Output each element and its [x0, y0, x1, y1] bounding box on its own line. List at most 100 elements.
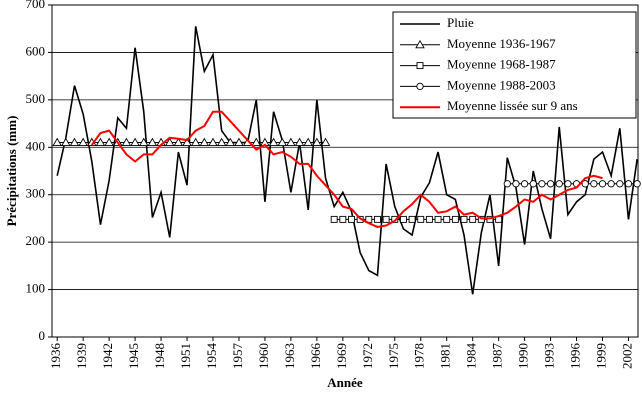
marker [268, 137, 279, 146]
marker [286, 137, 296, 146]
series-line [91, 110, 603, 229]
x-tick-label: 1996 [568, 343, 583, 370]
x-tick-label: 1978 [412, 343, 427, 369]
marker [95, 137, 106, 146]
x-tick-label: 1951 [178, 343, 193, 369]
x-tick-label: 1966 [308, 343, 323, 370]
x-tick-label: 1954 [204, 343, 219, 370]
marker [624, 180, 633, 188]
marker [408, 215, 416, 223]
plot-frame [51, 4, 639, 338]
marker [225, 137, 236, 146]
marker [415, 39, 425, 49]
marker [564, 180, 572, 188]
y-axis-title: Précipitations (mm) [4, 116, 19, 227]
marker [138, 137, 149, 146]
marker [312, 137, 322, 146]
legend: Pluie Moyenne 1936-1967 Moyenne 1968-1987 M… [392, 11, 637, 119]
x-tick-label: 1945 [126, 343, 141, 369]
marker [216, 137, 227, 146]
legend-box [392, 11, 637, 119]
y-tick-label: 0 [39, 328, 46, 343]
x-tick-label: 1999 [593, 343, 608, 369]
marker [416, 62, 424, 70]
x-tick-label: 1942 [100, 343, 115, 369]
x-tick-label: 1984 [464, 343, 479, 370]
marker [451, 215, 459, 223]
marker [294, 137, 305, 146]
marker [104, 137, 114, 146]
marker [303, 137, 313, 146]
marker [348, 215, 355, 223]
marker [460, 215, 468, 223]
x-axis-title: Année [327, 375, 363, 390]
x-tick-label: 1969 [334, 343, 349, 369]
x-tick-label: 1963 [282, 343, 297, 369]
x-tick-label: 1957 [230, 343, 245, 370]
marker [173, 137, 184, 146]
y-tick-label: 100 [26, 281, 46, 296]
marker [555, 180, 563, 188]
marker [434, 215, 442, 223]
marker [520, 180, 529, 188]
marker [78, 137, 88, 146]
marker [190, 137, 201, 146]
x-tick-label: 1990 [516, 343, 531, 369]
marker [503, 180, 511, 188]
marker [69, 137, 80, 146]
y-tick-label: 600 [26, 43, 46, 58]
x-tick-label: 1975 [386, 343, 401, 369]
marker [633, 180, 641, 188]
marker [416, 82, 424, 91]
marker [208, 137, 218, 146]
marker [330, 215, 338, 223]
y-tick-label: 500 [26, 91, 46, 106]
x-tick-label: 1981 [438, 343, 453, 369]
marker [581, 180, 589, 188]
marker [546, 180, 555, 188]
marker [52, 137, 62, 146]
legend-label: Pluie [447, 15, 474, 30]
marker [61, 137, 71, 146]
marker [382, 215, 390, 223]
marker [199, 137, 210, 146]
legend-label: Moyenne 1936-1967 [447, 36, 556, 51]
marker [130, 137, 140, 146]
x-tick-label: 1960 [256, 343, 271, 369]
x-tick-label: 1936 [48, 343, 63, 370]
marker [443, 215, 451, 223]
x-tick-label: 1987 [490, 343, 505, 370]
marker [277, 137, 288, 146]
marker [147, 137, 158, 146]
marker [469, 215, 477, 223]
y-tick-label: 400 [26, 138, 46, 153]
marker [590, 180, 598, 188]
legend-label: Moyenne 1988-2003 [447, 77, 556, 92]
series-line [56, 26, 638, 295]
y-tick-label: 300 [26, 186, 46, 201]
y-tick-label: 200 [26, 233, 46, 248]
marker [538, 180, 546, 188]
marker [529, 180, 537, 188]
marker [182, 137, 192, 146]
x-tick-label: 1972 [360, 343, 375, 369]
marker [616, 180, 624, 188]
x-tick-label: 1948 [152, 343, 167, 369]
y-tick-label: 700 [26, 0, 46, 11]
marker [607, 180, 615, 188]
marker [121, 137, 132, 146]
x-tick-label: 1993 [542, 343, 557, 369]
legend-label: Moyenne 1968-1987 [447, 57, 556, 72]
x-tick-label: 2002 [619, 343, 634, 369]
legend-label: Moyenne lissée sur 9 ans [447, 98, 578, 113]
marker [417, 215, 425, 223]
marker [374, 215, 381, 223]
marker [512, 180, 520, 188]
x-tick-label: 1939 [74, 343, 89, 369]
marker [339, 215, 347, 223]
marker [320, 137, 331, 146]
marker [425, 215, 433, 223]
marker [251, 137, 262, 146]
marker [598, 180, 607, 188]
